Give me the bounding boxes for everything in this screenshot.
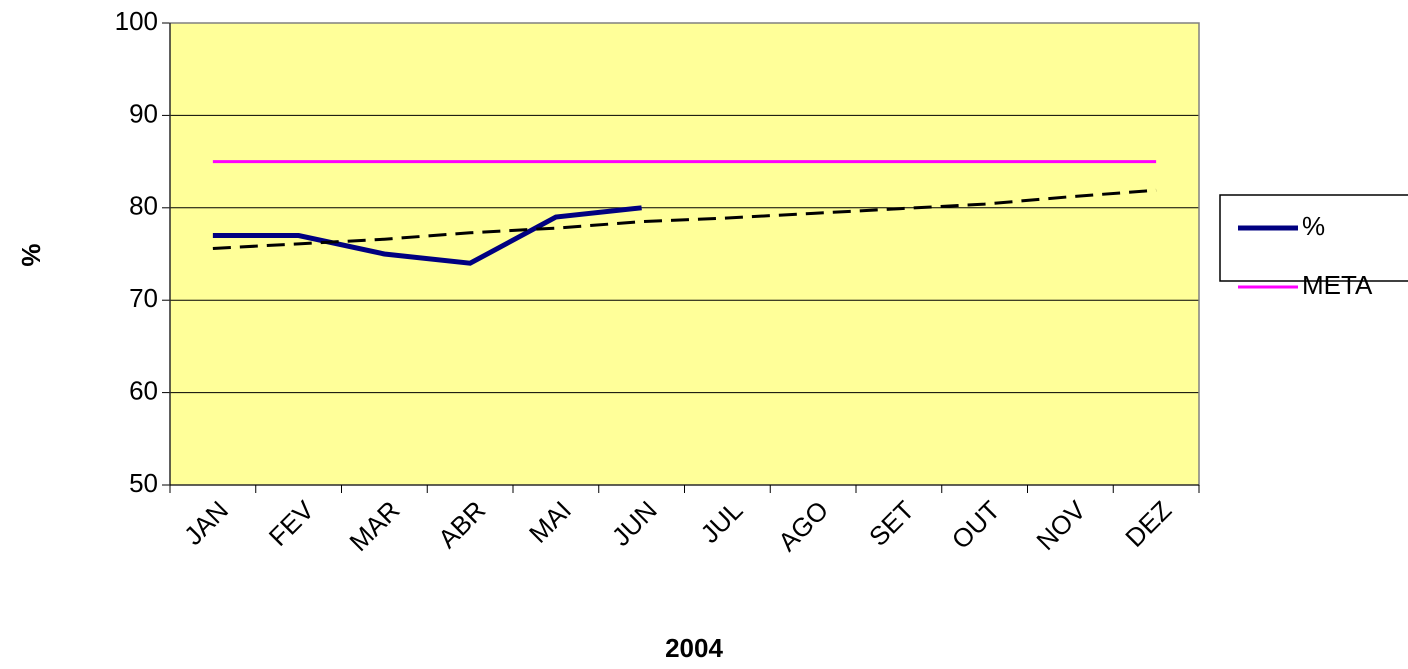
y-tick-label: 60 — [129, 375, 158, 405]
x-tick-label: MAR — [343, 495, 405, 557]
x-tick-label: AGO — [772, 495, 834, 557]
y-axis-title: % — [16, 243, 46, 266]
x-tick-label: JUN — [606, 495, 663, 552]
x-tick-label: DEZ — [1119, 495, 1177, 553]
x-tick-label: JUL — [695, 495, 749, 549]
y-tick-label: 80 — [129, 191, 158, 221]
x-tick-label: SET — [863, 495, 920, 552]
x-tick-label: JAN — [178, 495, 234, 551]
trend-line — [212, 188, 1157, 250]
legend-label: META — [1302, 270, 1373, 300]
x-tick-label: MAI — [523, 495, 577, 549]
x-tick-label: FEV — [263, 494, 320, 551]
legend-label: % — [1302, 211, 1325, 241]
y-tick-label: 50 — [129, 468, 158, 498]
y-tick-label: 70 — [129, 283, 158, 313]
x-tick-label: ABR — [432, 495, 491, 554]
x-tick-label: NOV — [1030, 494, 1092, 556]
x-tick-label: OUT — [946, 495, 1006, 555]
x-axis-title: 2004 — [665, 633, 723, 663]
y-tick-label: 90 — [129, 98, 158, 128]
legend-box — [1219, 194, 1408, 282]
series-line — [212, 205, 642, 266]
y-tick-label: 100 — [115, 6, 158, 36]
plot-area — [170, 23, 1199, 485]
